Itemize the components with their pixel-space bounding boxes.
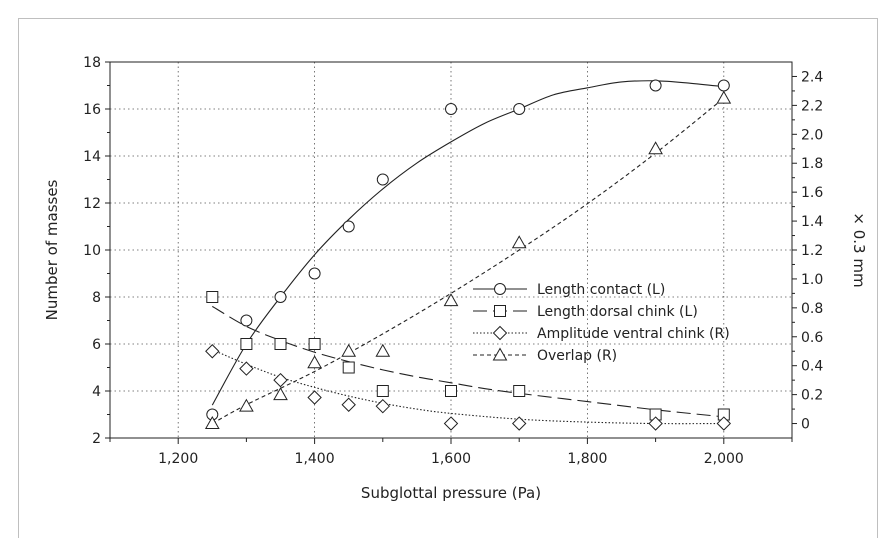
data-point <box>273 372 288 388</box>
grid <box>110 62 792 438</box>
y-tick-label: 6 <box>92 337 101 353</box>
y2-tick-label: 1.4 <box>801 214 823 230</box>
legend-label: Length contact (L) <box>537 282 665 298</box>
series-1 <box>206 291 730 421</box>
x-tick-label: 1,800 <box>567 451 607 467</box>
y2-tick-label: 0.6 <box>801 330 823 346</box>
legend-marker <box>494 305 506 317</box>
data-point <box>307 355 322 369</box>
y2-tick-label: 0.4 <box>801 359 823 375</box>
legend-label: Amplitude ventral chink (R) <box>537 326 730 342</box>
series-line <box>212 305 724 418</box>
data-point <box>376 385 389 397</box>
legend-label: Length dorsal chink (L) <box>537 304 698 320</box>
x-tick-label: 2,000 <box>704 451 744 467</box>
data-point <box>342 361 355 374</box>
data-point <box>648 141 663 155</box>
data-point <box>511 416 527 431</box>
data-point <box>341 397 356 412</box>
y-tick-label: 18 <box>83 55 101 71</box>
y-tick-label: 2 <box>92 431 101 447</box>
legend: Length contact (L) Length dorsal chink (L… <box>473 282 730 364</box>
series-layer <box>204 79 732 431</box>
y2-axis-label: × 0.3 mm <box>850 212 868 287</box>
data-point <box>648 416 663 431</box>
legend-marker <box>492 325 508 341</box>
data-point <box>342 220 355 233</box>
y2-tick-label: 1.0 <box>801 272 823 288</box>
y-tick-label: 8 <box>92 290 101 306</box>
data-point <box>511 235 527 249</box>
y-tick-label: 16 <box>83 102 101 118</box>
data-point <box>513 385 526 397</box>
y2-tick-label: 0 <box>801 417 810 433</box>
y-tick-label: 12 <box>83 196 101 212</box>
y2-tick-label: 2.2 <box>801 98 823 114</box>
series-2 <box>205 344 732 431</box>
data-point <box>308 338 321 350</box>
data-point <box>443 293 459 307</box>
data-point <box>274 291 287 303</box>
y2-tick-label: 2.0 <box>801 127 823 143</box>
series-line <box>212 97 725 425</box>
x-axis-label: Subglottal pressure (Pa) <box>361 484 541 502</box>
data-point <box>308 267 321 280</box>
data-point <box>204 416 220 430</box>
y2-tick-label: 0.8 <box>801 301 823 317</box>
y2-tick-label: 1.2 <box>801 243 823 259</box>
data-point <box>205 344 220 359</box>
y2-tick-label: 1.6 <box>801 185 823 201</box>
data-point <box>716 416 732 431</box>
series-3 <box>204 90 732 430</box>
data-point <box>240 338 253 350</box>
legend-label: Overlap (R) <box>537 348 617 364</box>
y-axis-label: Number of masses <box>43 179 61 320</box>
x-tick-label: 1,200 <box>158 451 198 467</box>
series-line <box>212 349 724 425</box>
data-point <box>239 361 254 376</box>
data-point <box>273 387 288 401</box>
data-point <box>717 79 730 92</box>
series-0 <box>206 79 730 421</box>
legend-marker <box>492 347 508 361</box>
data-point <box>375 398 391 414</box>
y-axis-left: 2 4 6 8 10 12 14 16 18 <box>83 55 110 447</box>
data-point <box>239 398 254 412</box>
data-point <box>716 90 732 104</box>
y2-tick-label: 2.4 <box>801 69 823 85</box>
data-point <box>341 343 357 357</box>
data-point <box>274 338 287 350</box>
data-point <box>445 103 457 115</box>
data-point <box>307 390 322 405</box>
y2-tick-label: 1.8 <box>801 156 823 172</box>
legend-marker <box>494 283 506 295</box>
data-point <box>649 79 662 92</box>
y-tick-label: 14 <box>83 149 101 165</box>
series-line <box>211 80 724 406</box>
data-point <box>445 385 457 397</box>
data-point <box>443 416 459 431</box>
figure-frame <box>18 18 878 538</box>
data-point <box>206 291 219 303</box>
x-tick-label: 1,600 <box>431 451 471 467</box>
data-point <box>240 314 253 327</box>
x-tick-label: 1,400 <box>295 451 335 467</box>
data-point <box>375 343 391 357</box>
y-tick-label: 10 <box>83 243 101 259</box>
data-point <box>513 103 526 115</box>
y-tick-label: 4 <box>92 384 101 400</box>
y2-tick-label: 0.2 <box>801 388 823 404</box>
data-point <box>376 173 389 186</box>
x-axis: 1,200 1,400 1,600 1,800 2,000 <box>109 438 793 467</box>
y-axis-right: 0 0.2 0.4 0.6 0.8 1.0 1.2 1.4 1.6 1.8 2.0 2.2 2.4 <box>792 69 823 433</box>
